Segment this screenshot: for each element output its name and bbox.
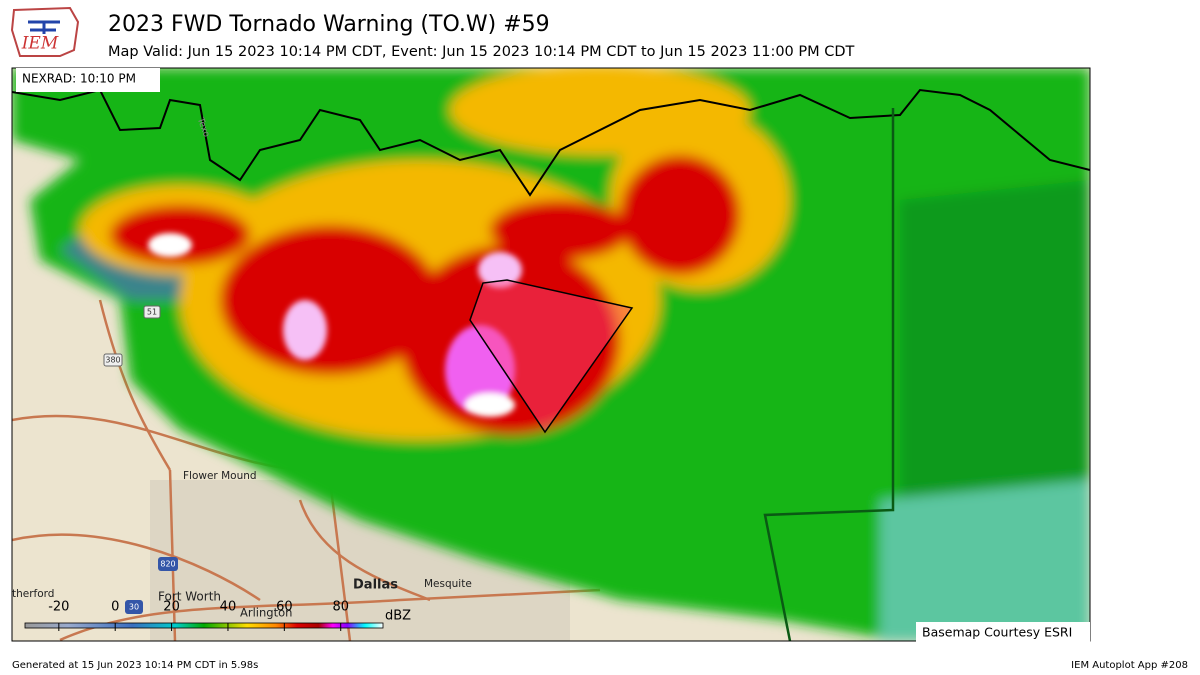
colorbar-tick-label: 0 <box>111 600 119 615</box>
footer-generated: Generated at 15 Jun 2023 10:14 PM CDT in… <box>12 660 258 671</box>
logo: IEM <box>10 6 80 57</box>
road-shield: 820 <box>160 560 175 569</box>
colorbar-gradient <box>24 622 384 629</box>
road-shield: 380 <box>105 356 120 365</box>
colorbar-tick-label: -20 <box>48 600 69 615</box>
road-shield: 30 <box>129 603 139 612</box>
warning-polygon <box>469 279 634 434</box>
place-label: Flower Mound <box>183 470 257 482</box>
colorbar-unit: dBZ <box>385 609 411 624</box>
colorbar-tick-label: 20 <box>163 600 180 615</box>
place-label: Mesquite <box>424 578 472 590</box>
colorbar-tick-label: 40 <box>220 600 237 615</box>
radar-time-box <box>16 68 160 92</box>
place-label: therford <box>12 588 54 600</box>
colorbar-tick-label: 80 <box>332 600 349 615</box>
place-label: Arlington <box>240 606 292 620</box>
place-label: Dallas <box>353 578 398 593</box>
map-frame <box>11 67 1091 642</box>
colorbar-tick-label: 60 <box>276 600 293 615</box>
subtitle: Map Valid: Jun 15 2023 10:14 PM CDT, Eve… <box>108 44 855 60</box>
footer-app: IEM Autoplot App #208 <box>1071 660 1188 671</box>
credit-box <box>916 622 1090 644</box>
map: Flower Mound Fort Worth Dallas Mesquite … <box>12 68 1090 641</box>
place-label: Fort Worth <box>158 590 221 604</box>
road-shield: 51 <box>147 308 157 317</box>
colorbar: dBZ -20 0 20 40 60 80 <box>24 600 411 631</box>
radar-time: NEXRAD: 10:10 PM <box>22 72 136 86</box>
basemap-credit: Basemap Courtesy ESRI <box>922 625 1072 640</box>
title: 2023 FWD Tornado Warning (TO.W) #59 <box>108 12 550 37</box>
logo-text: IEM <box>21 34 59 54</box>
